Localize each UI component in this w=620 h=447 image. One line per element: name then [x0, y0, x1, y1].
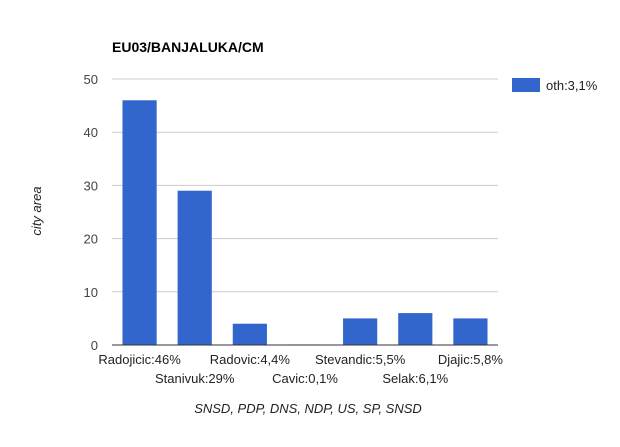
x-category-label: Selak:6,1%	[382, 371, 448, 386]
y-tick-label: 0	[91, 338, 98, 353]
x-category-label: Stanivuk:29%	[155, 371, 235, 386]
legend-label: oth:3,1%	[546, 78, 598, 93]
chart-title: EU03/BANJALUKA/CM	[112, 39, 264, 55]
bar	[177, 190, 212, 345]
y-tick-label: 40	[84, 125, 98, 140]
x-axis-categories: Radojicic:46% Stanivuk:29% Radovic:4,4% Cav…	[98, 352, 503, 386]
bar	[398, 313, 433, 345]
x-category-label: Radovic:4,4%	[210, 352, 291, 367]
y-tick-label: 30	[84, 178, 98, 193]
y-tick-label: 50	[84, 72, 98, 87]
y-tick-label: 10	[84, 285, 98, 300]
x-category-label: Cavic:0,1%	[272, 371, 338, 386]
bars	[122, 100, 488, 345]
bar	[232, 323, 267, 345]
legend: oth:3,1%	[512, 78, 598, 93]
bar	[343, 318, 378, 345]
y-axis-ticks: 0 10 20 30 40 50	[84, 72, 98, 353]
bar	[453, 318, 488, 345]
legend-swatch	[512, 78, 540, 92]
y-tick-label: 20	[84, 232, 98, 247]
x-axis-title: SNSD, PDP, DNS, NDP, US, SP, SNSD	[194, 401, 422, 416]
gridlines	[112, 78, 498, 293]
x-category-label: Stevandic:5,5%	[315, 352, 406, 367]
bar	[122, 100, 157, 345]
x-category-label: Radojicic:46%	[98, 352, 181, 367]
x-category-label: Djajic:5,8%	[438, 352, 503, 367]
y-axis-title: city area	[29, 186, 44, 235]
